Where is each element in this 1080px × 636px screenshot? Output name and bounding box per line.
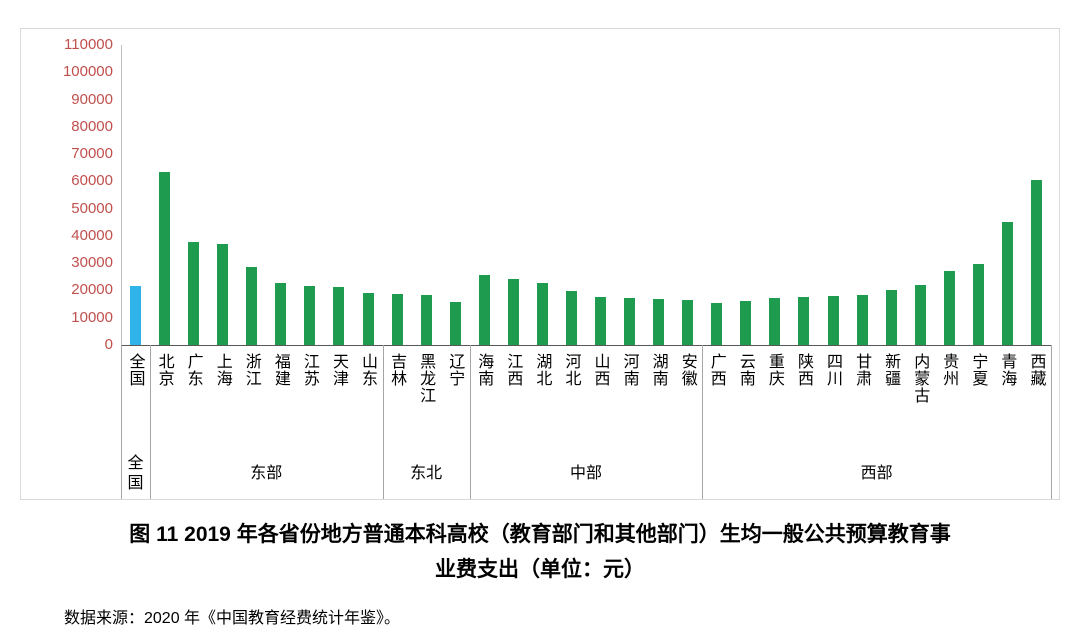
bar-河南 bbox=[624, 298, 636, 345]
source-note: 数据来源：2020 年《中国教育经费统计年鉴》。 bbox=[64, 610, 401, 627]
x-category-label: 云南 bbox=[736, 353, 754, 387]
bar-吉林 bbox=[391, 294, 403, 345]
x-category-label: 海南 bbox=[475, 353, 493, 387]
chart-frame: 0 10000 20000 30000 40000 50000 60000 70000 8000… bbox=[20, 28, 1060, 500]
x-category-label: 新疆 bbox=[882, 353, 900, 387]
y-tick-label: 30000 bbox=[71, 254, 113, 272]
y-tick-label: 80000 bbox=[71, 117, 113, 135]
x-category-label: 河南 bbox=[620, 353, 638, 387]
x-category-label: 福建 bbox=[271, 353, 289, 387]
x-category-label: 黑龙江 bbox=[417, 353, 435, 404]
x-category-label: 内蒙古 bbox=[911, 353, 929, 404]
group-label-东部: 东部 bbox=[250, 465, 283, 482]
bar-河北 bbox=[565, 291, 577, 345]
bar-青海 bbox=[1001, 222, 1013, 345]
bar-山东 bbox=[362, 292, 374, 345]
bar-新疆 bbox=[885, 289, 897, 345]
y-tick-label: 50000 bbox=[71, 199, 113, 217]
bar-贵州 bbox=[943, 271, 955, 345]
y-tick-label: 0 bbox=[104, 336, 113, 353]
x-category-label: 浙江 bbox=[242, 353, 260, 387]
x-category-label: 江苏 bbox=[300, 353, 318, 387]
x-category-label: 北京 bbox=[155, 353, 173, 387]
y-tick-label: 60000 bbox=[71, 172, 113, 190]
bar-山西 bbox=[595, 297, 607, 345]
bar-广西 bbox=[711, 303, 723, 345]
bar-陕西 bbox=[798, 297, 810, 345]
bar-西藏 bbox=[1030, 180, 1042, 345]
x-category-label: 西藏 bbox=[1027, 353, 1045, 387]
bar-湖北 bbox=[536, 283, 548, 345]
bar-全国 bbox=[130, 286, 142, 345]
chart-title-line2: 业费支出（单位：元） bbox=[435, 557, 645, 581]
bar-云南 bbox=[740, 301, 752, 345]
x-category-label: 广东 bbox=[184, 353, 202, 387]
x-category-label: 全国 bbox=[126, 353, 144, 387]
bar-宁夏 bbox=[972, 264, 984, 345]
bar-辽宁 bbox=[449, 301, 461, 345]
bar-广东 bbox=[188, 241, 200, 345]
y-tick-label: 110000 bbox=[64, 36, 113, 53]
x-category-label: 宁夏 bbox=[969, 353, 987, 387]
bar-海南 bbox=[478, 274, 490, 345]
x-category-label: 湖北 bbox=[533, 353, 551, 387]
x-category-label: 湖南 bbox=[649, 353, 667, 387]
chart-title-line1: 图 11 2019 年各省份地方普通本科高校（教育部门和其他部门）生均一般公共预… bbox=[129, 523, 951, 546]
y-tick-label: 70000 bbox=[71, 145, 113, 163]
bar-四川 bbox=[827, 295, 839, 345]
group-label-全国: 全国 bbox=[127, 455, 144, 492]
x-category-label: 广西 bbox=[707, 353, 725, 387]
x-category-label: 山东 bbox=[359, 353, 377, 387]
group-label-西部: 西部 bbox=[860, 465, 893, 482]
x-category-label: 四川 bbox=[824, 353, 842, 387]
x-category-label: 上海 bbox=[213, 353, 231, 387]
bar-甘肃 bbox=[856, 295, 868, 345]
bar-江苏 bbox=[304, 286, 316, 345]
x-category-label: 江西 bbox=[504, 353, 522, 387]
y-tick-label: 20000 bbox=[71, 281, 113, 299]
x-category-label: 辽宁 bbox=[446, 353, 464, 387]
bar-浙江 bbox=[246, 267, 258, 345]
bar-湖南 bbox=[653, 298, 665, 345]
y-tick-label: 100000 bbox=[62, 63, 113, 81]
bar-安徽 bbox=[682, 300, 694, 345]
bar-江西 bbox=[507, 279, 519, 345]
bar-内蒙古 bbox=[914, 285, 926, 345]
x-category-label: 河北 bbox=[562, 353, 580, 387]
bar-天津 bbox=[333, 286, 345, 345]
x-category-label: 吉林 bbox=[388, 353, 406, 387]
x-category-label: 安徽 bbox=[678, 353, 696, 387]
y-tick-label: 10000 bbox=[71, 308, 113, 326]
x-category-label: 重庆 bbox=[765, 353, 783, 387]
y-axis-line bbox=[121, 45, 122, 345]
bar-重庆 bbox=[769, 298, 781, 345]
x-category-label: 陕西 bbox=[794, 353, 812, 387]
plot-area bbox=[121, 45, 1051, 345]
group-separator bbox=[1051, 345, 1052, 499]
group-label-中部: 中部 bbox=[569, 465, 602, 482]
group-separator bbox=[150, 345, 152, 499]
x-category-label: 青海 bbox=[998, 353, 1016, 387]
group-label-东北: 东北 bbox=[410, 465, 443, 482]
group-separator bbox=[469, 345, 471, 499]
x-axis-line bbox=[121, 345, 1052, 346]
x-category-label: 贵州 bbox=[940, 353, 958, 387]
group-separator bbox=[382, 345, 384, 499]
bar-上海 bbox=[217, 244, 229, 345]
bar-北京 bbox=[159, 172, 171, 345]
group-separator bbox=[121, 345, 122, 499]
bar-福建 bbox=[275, 283, 287, 345]
x-category-label: 天津 bbox=[329, 353, 347, 387]
chart-title: 图 11 2019 年各省份地方普通本科高校（教育部门和其他部门）生均一般公共预… bbox=[0, 518, 1080, 587]
x-category-label: 甘肃 bbox=[853, 353, 871, 387]
y-tick-label: 40000 bbox=[71, 226, 113, 244]
x-category-label: 山西 bbox=[591, 353, 609, 387]
group-separator bbox=[702, 345, 704, 499]
bar-黑龙江 bbox=[420, 295, 432, 345]
y-tick-label: 90000 bbox=[71, 90, 113, 108]
